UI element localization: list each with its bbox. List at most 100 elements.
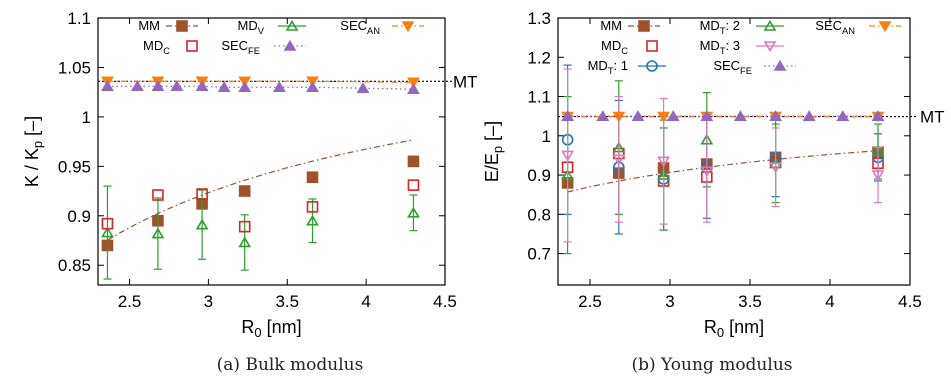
legend-label-sub: FE <box>248 46 260 56</box>
data-point <box>308 83 318 92</box>
legend-marker <box>647 41 657 51</box>
series-md-t-1 <box>563 65 883 234</box>
panel-young-modulus: 2.5 3 3.5 4 4.5 0.7 0.8 0.9 1 1.1 1.2 1.3 R0 [nm] E/E… <box>482 9 945 375</box>
legend-label-sub: FE <box>740 66 752 76</box>
series-md-v <box>102 186 418 279</box>
data-point <box>308 172 318 182</box>
series-sec-fe <box>102 82 418 93</box>
x-tick-label: 2.5 <box>118 292 142 311</box>
legend-label: MM <box>138 18 160 33</box>
legend-label-main: SEC <box>221 38 248 53</box>
legend-label-main: MD <box>238 18 258 33</box>
y-tick-label: 1.05 <box>58 58 91 77</box>
x-axis-label-sub: 0 <box>717 325 724 340</box>
y-tick-label: 0.85 <box>58 256 91 275</box>
y-axis-label: E/Ep [–] <box>482 121 505 182</box>
legend-label-main: SEC <box>340 18 367 33</box>
x-tick-label: 2.5 <box>578 292 602 311</box>
legend-label-sub: AN <box>842 26 855 36</box>
y-tick-label: 0.9 <box>527 166 551 185</box>
series-line <box>107 81 413 82</box>
legend-label-main: MD <box>601 38 621 53</box>
legend-label: MDT: 1 <box>588 58 628 76</box>
x-tick-label: 3 <box>665 292 674 311</box>
mt-reference-label: MT <box>453 72 478 91</box>
legend-label-main: MM <box>138 18 160 33</box>
legend-label-suffix: : 1 <box>614 58 628 73</box>
y-axis-label-main: E/E <box>482 153 502 182</box>
legend-label-main: SEC <box>713 58 740 73</box>
data-point <box>240 186 250 196</box>
y-tick-label: 1.2 <box>527 48 551 67</box>
x-axis-label-unit: [nm] <box>262 317 302 337</box>
legend-label: MDC <box>601 38 628 56</box>
x-axis-label: R0 [nm] <box>241 317 301 340</box>
legend-label-main: MD <box>700 38 720 53</box>
y-tick-label: 1 <box>542 127 551 146</box>
legend-label: SECFE <box>221 38 260 56</box>
y-tick-label: 0.95 <box>58 157 91 176</box>
y-tick-label: 1.3 <box>527 9 551 28</box>
legend-label-suffix: : 3 <box>726 38 740 53</box>
panel-bulk-modulus: 2.5 3 3.5 4 4.5 0.85 0.9 0.95 1 1.05 1.1 R0 [nm] K /… <box>22 9 478 375</box>
series-md-t-2 <box>563 81 883 254</box>
x-tick-label: 4.5 <box>898 292 922 311</box>
y-tick-label: 1 <box>82 108 91 127</box>
data-point <box>132 82 142 91</box>
x-tick-label: 4 <box>361 292 370 311</box>
x-axis-label-sub: 0 <box>254 325 261 340</box>
y-axis-label-unit: [–] <box>482 121 502 146</box>
y-axis-label-sub: p <box>490 146 505 153</box>
y-tick-label: 1.1 <box>527 88 551 107</box>
data-point <box>274 83 284 92</box>
legend-label: MM <box>600 18 622 33</box>
legend-label-main: MD <box>143 38 163 53</box>
legend-marker <box>639 21 649 31</box>
x-tick-label: 3.5 <box>738 292 762 311</box>
legend-label-main: SEC <box>815 18 842 33</box>
x-tick-label: 4.5 <box>433 292 457 311</box>
legend-label-sub: AN <box>367 26 380 36</box>
data-point <box>102 82 112 91</box>
legend-label: SECAN <box>815 18 855 36</box>
panel-caption: (a) Bulk modulus <box>217 355 364 375</box>
y-tick-label: 0.8 <box>527 205 551 224</box>
y-tick-label: 1.1 <box>67 9 91 28</box>
series-md-c <box>102 180 418 232</box>
plot-frame <box>98 18 445 285</box>
series-mm <box>563 147 883 192</box>
y-tick-label: 0.7 <box>527 245 551 264</box>
legend-label: MDT: 2 <box>700 18 740 36</box>
data-point <box>153 82 163 91</box>
legend-label: SECAN <box>340 18 380 36</box>
x-axis-label-unit: [nm] <box>724 317 764 337</box>
legend-label-sub: C <box>621 46 628 56</box>
y-tick-label: 0.9 <box>67 207 91 226</box>
data-point <box>408 180 418 190</box>
y-axis-label-sub: p <box>30 141 45 148</box>
x-axis-label: R0 [nm] <box>704 317 764 340</box>
legend-marker <box>177 21 187 31</box>
y-axis-label-main: K / K <box>22 148 42 187</box>
x-axis-label-main: R <box>704 317 717 337</box>
x-tick-label: 3 <box>204 292 213 311</box>
x-tick-label: 4 <box>825 292 834 311</box>
legend-label-sub: V <box>258 26 265 36</box>
legend-label-main: MD <box>588 58 608 73</box>
panel-caption: (b) Young modulus <box>631 355 792 375</box>
x-tick-label: 3.5 <box>275 292 299 311</box>
series-md-t-3 <box>563 69 883 242</box>
legend-label-main: MD <box>700 18 720 33</box>
legend-label: SECFE <box>713 58 752 76</box>
legend-label-suffix: : 2 <box>726 18 740 33</box>
legend-label: MDC <box>143 38 170 56</box>
y-axis-label-unit: [–] <box>22 116 42 141</box>
legend-label: MDV <box>238 18 265 36</box>
data-point <box>633 112 643 121</box>
series-mm <box>102 140 418 251</box>
legend-label-main: MM <box>600 18 622 33</box>
legend-label: MDT: 3 <box>700 38 740 56</box>
legend-label-sub: C <box>163 46 170 56</box>
data-point <box>408 156 418 166</box>
